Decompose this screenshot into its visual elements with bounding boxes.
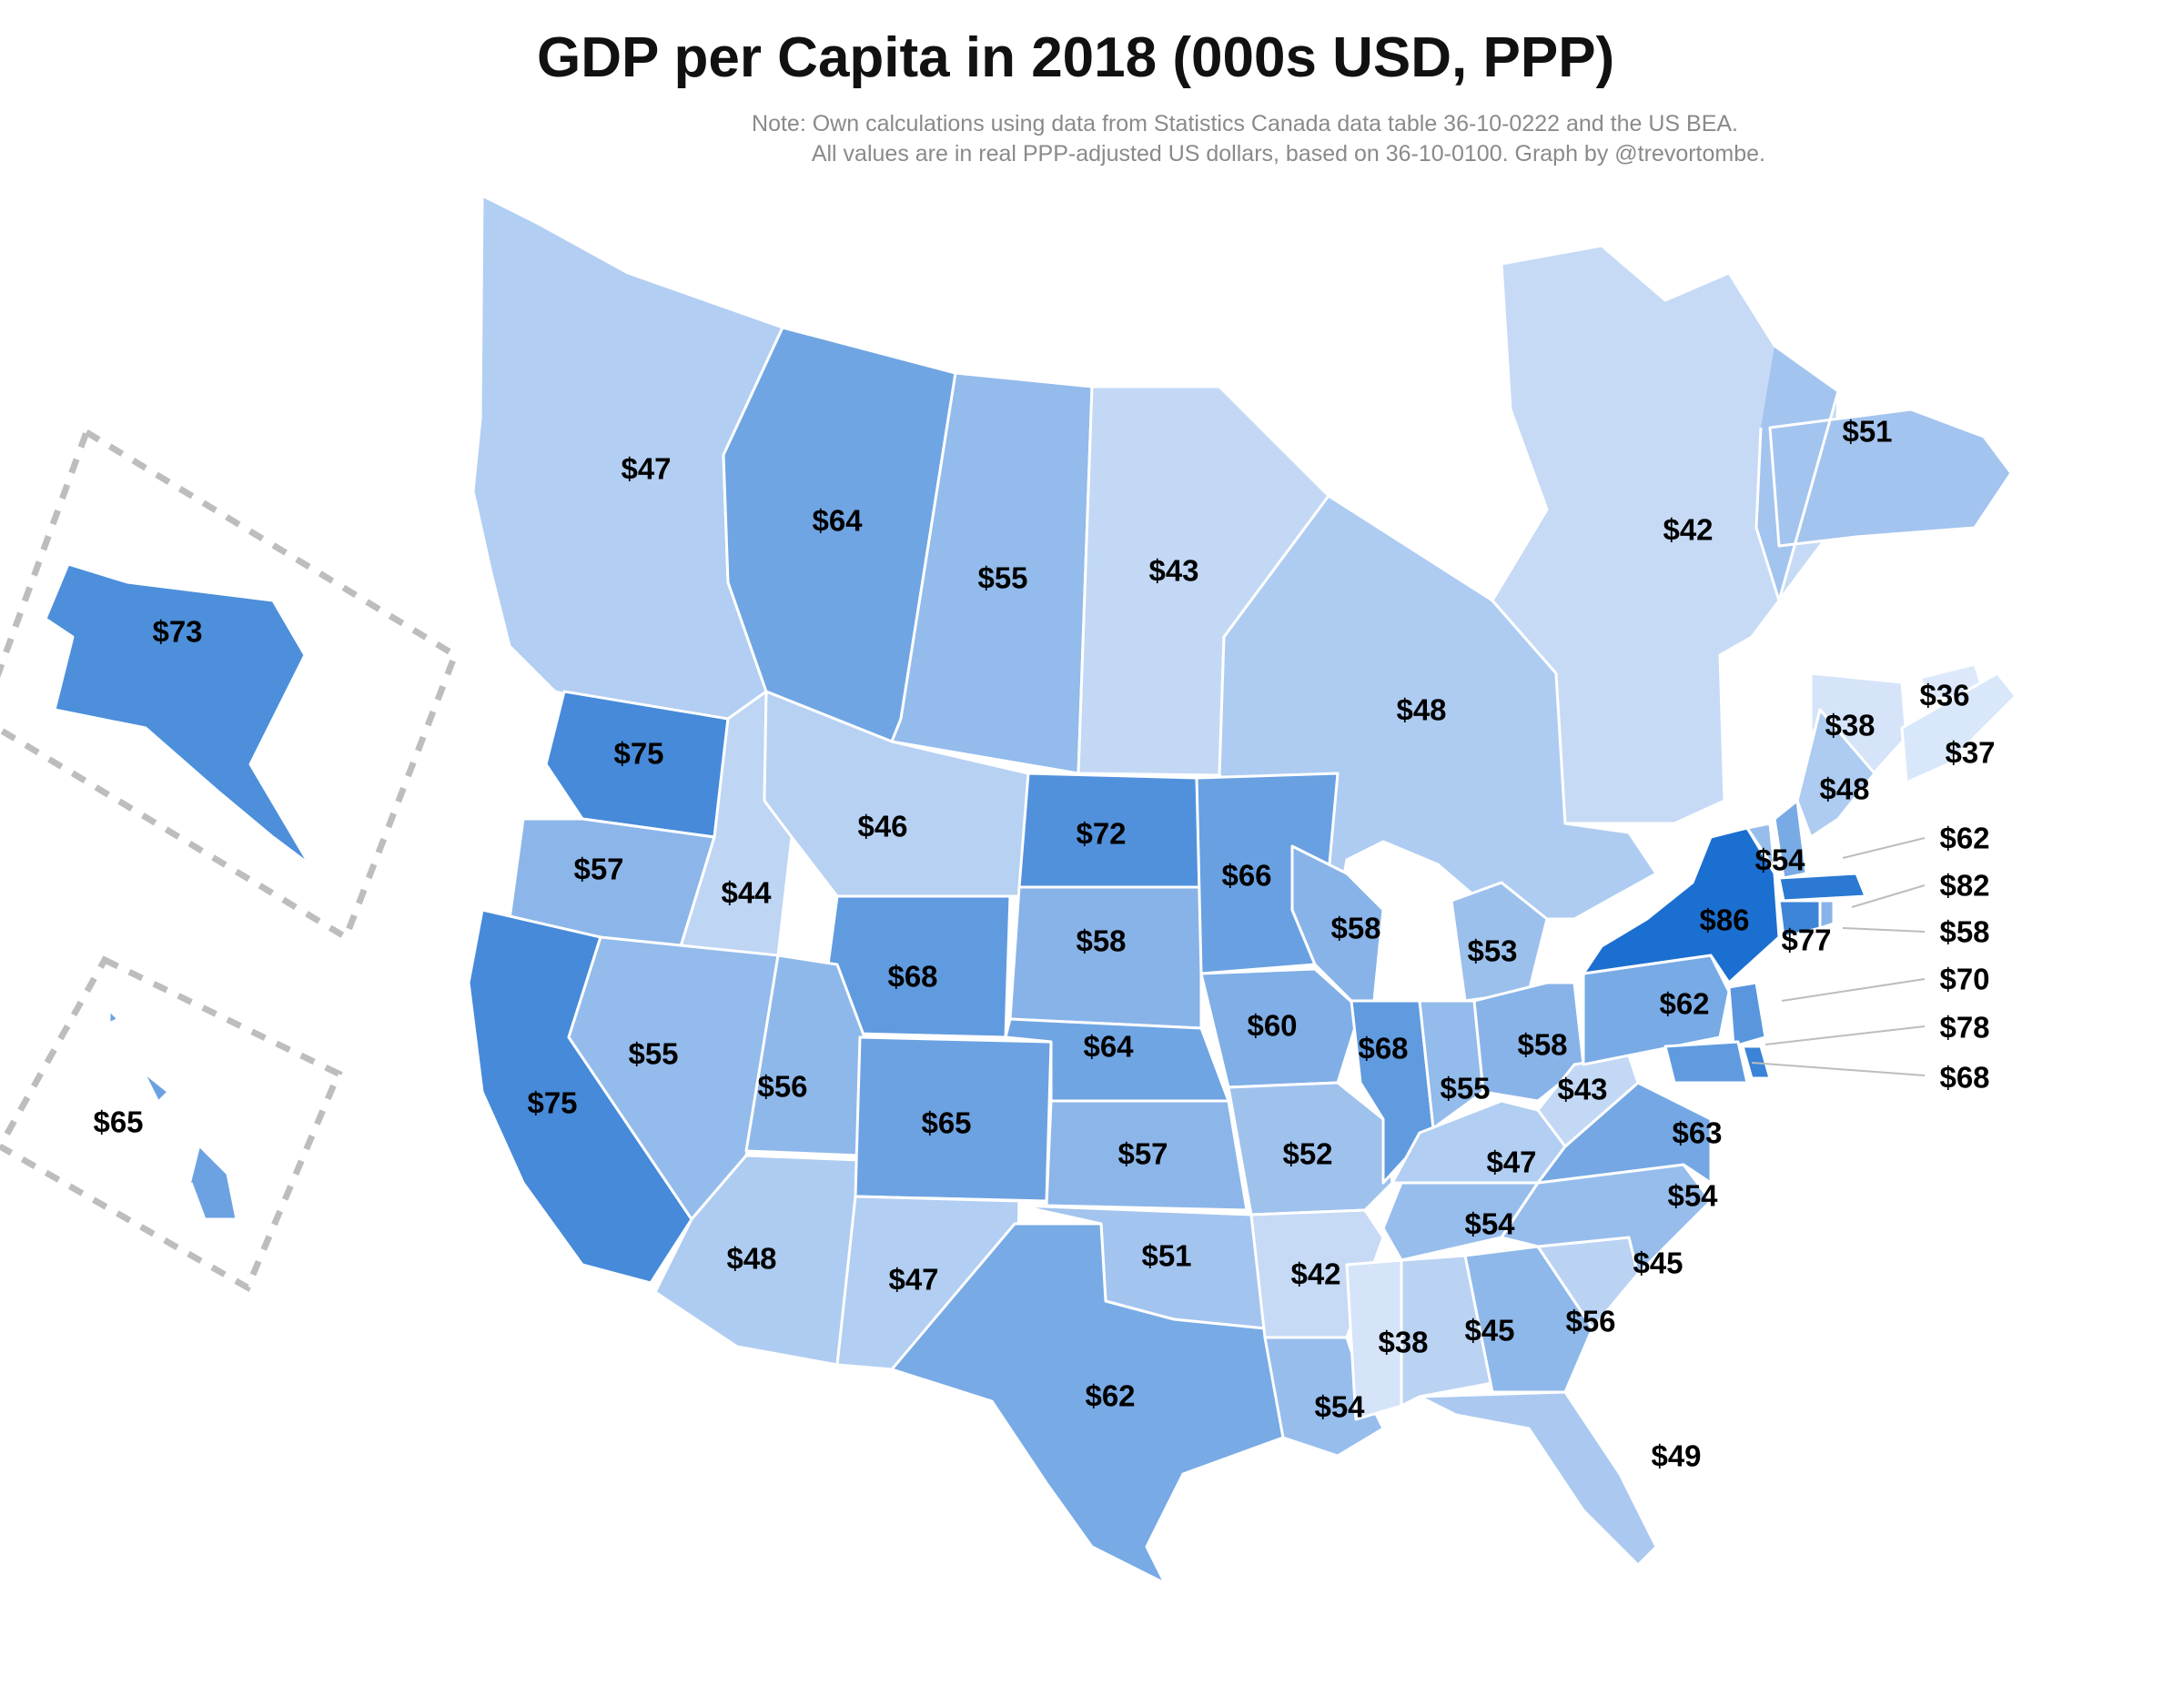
- value-label-wi: $58: [1330, 912, 1380, 945]
- value-labels: $47 $64 $55 $43 $48 $42 $51 $38 $36 $37 $73 $65 $75 $…: [93, 415, 1995, 1473]
- value-label-ne: $64: [1083, 1030, 1134, 1064]
- value-label-on: $48: [1396, 693, 1446, 727]
- hawaii-inset-frame: [0, 955, 343, 1292]
- region-ny: [1582, 826, 1781, 984]
- region-nj: [1727, 981, 1767, 1048]
- value-label-bc: $47: [621, 452, 671, 486]
- value-label-ga: $56: [1565, 1305, 1615, 1338]
- region-ns: [1900, 671, 2017, 784]
- region-me: [1795, 708, 1876, 839]
- value-label-vt: $54: [1754, 843, 1805, 877]
- value-label-fl: $49: [1651, 1439, 1701, 1473]
- value-label-nj: $70: [1939, 963, 1989, 996]
- value-label-az: $48: [726, 1242, 776, 1276]
- value-label-il: $68: [1358, 1032, 1408, 1065]
- value-label-ms: $38: [1378, 1326, 1428, 1359]
- value-label-ar: $42: [1290, 1257, 1340, 1291]
- value-label-nc: $54: [1667, 1179, 1718, 1213]
- value-label-id: $44: [721, 876, 772, 910]
- leader-lines: [1751, 837, 1926, 1076]
- value-label-ri: $58: [1939, 915, 1989, 949]
- value-label-sd: $58: [1076, 924, 1126, 958]
- region-ma: [1777, 872, 1867, 903]
- region-md: [1663, 1040, 1749, 1085]
- region-sk: [890, 371, 1094, 775]
- value-label-oh: $58: [1517, 1028, 1567, 1062]
- value-label-me: $48: [1819, 772, 1869, 806]
- leader-line-ma: [1851, 884, 1926, 908]
- region-vt: [1745, 822, 1776, 871]
- value-label-tx: $62: [1085, 1379, 1135, 1413]
- region-sd: [1008, 885, 1203, 1030]
- note-line-2: All values are in real PPP-adjusted US d…: [811, 141, 1765, 167]
- leader-line-md: [1751, 1062, 1926, 1076]
- leader-line-nj: [1781, 978, 1926, 1002]
- value-label-md: $68: [1939, 1061, 1989, 1095]
- value-label-sc: $45: [1633, 1247, 1683, 1280]
- value-label-nv: $55: [628, 1037, 678, 1071]
- region-fl: [1418, 1390, 1658, 1567]
- leader-line-nh: [1842, 837, 1926, 859]
- value-label-sk: $55: [977, 561, 1027, 595]
- value-label-ma: $82: [1939, 869, 1989, 903]
- value-label-tn: $54: [1464, 1207, 1515, 1241]
- value-label-nl: $51: [1842, 415, 1892, 449]
- region-qc: [1491, 244, 1840, 825]
- value-label-qc: $42: [1663, 513, 1713, 547]
- value-label-nb: $38: [1825, 709, 1875, 742]
- region-ri: [1818, 899, 1835, 930]
- value-label-ct: $77: [1781, 924, 1831, 957]
- value-label-va: $63: [1672, 1116, 1722, 1150]
- region-ak: [44, 562, 311, 866]
- value-label-wy: $68: [887, 960, 937, 994]
- region-ks: [1045, 1099, 1249, 1212]
- value-label-mn: $66: [1221, 859, 1271, 893]
- note-line-1: Note: Own calculations using data from S…: [752, 111, 1738, 136]
- value-label-de: $78: [1939, 1011, 1989, 1045]
- value-label-mo: $52: [1282, 1137, 1332, 1171]
- value-label-ky: $47: [1486, 1146, 1536, 1179]
- leader-line-de: [1764, 1025, 1926, 1045]
- value-label-ca: $75: [527, 1086, 577, 1120]
- region-nh: [1773, 799, 1808, 880]
- value-label-ia: $60: [1247, 1009, 1297, 1043]
- alaska-inset-frame: [0, 427, 460, 943]
- value-label-ks: $57: [1117, 1137, 1168, 1171]
- value-label-co: $65: [921, 1106, 971, 1140]
- regions-layer: [44, 194, 2017, 1585]
- value-label-al: $45: [1464, 1314, 1514, 1348]
- leader-line-ri: [1842, 927, 1926, 933]
- region-mi: [1450, 881, 1549, 1003]
- region-ia: [1199, 967, 1362, 1089]
- value-label-mt: $46: [857, 810, 907, 843]
- region-nl: [1754, 344, 2013, 602]
- region-tx: [890, 1222, 1285, 1585]
- value-label-nm: $47: [888, 1263, 938, 1297]
- value-label-in: $55: [1440, 1072, 1490, 1105]
- value-label-pe: $36: [1919, 679, 1969, 712]
- region-al: [1400, 1254, 1494, 1408]
- value-label-ut: $56: [757, 1070, 807, 1104]
- value-label-ab: $64: [812, 504, 863, 538]
- value-label-mi: $53: [1467, 934, 1517, 968]
- value-label-ok: $51: [1141, 1239, 1191, 1273]
- value-label-pa: $62: [1659, 987, 1709, 1021]
- value-label-ny: $86: [1699, 903, 1749, 937]
- value-label-ak: $73: [152, 615, 202, 649]
- value-label-hi: $65: [93, 1105, 143, 1139]
- value-label-nd: $72: [1076, 817, 1126, 851]
- value-label-la: $54: [1314, 1390, 1365, 1424]
- region-hi: [107, 1008, 238, 1221]
- value-label-mb: $43: [1148, 554, 1198, 588]
- value-label-ns: $37: [1945, 736, 1995, 770]
- value-label-or: $57: [573, 853, 623, 886]
- map-title: GDP per Capita in 2018 (000s USD, PPP): [537, 26, 1615, 89]
- value-label-wv: $43: [1557, 1073, 1607, 1106]
- value-label-wa: $75: [613, 737, 663, 771]
- value-label-nh: $62: [1939, 822, 1989, 855]
